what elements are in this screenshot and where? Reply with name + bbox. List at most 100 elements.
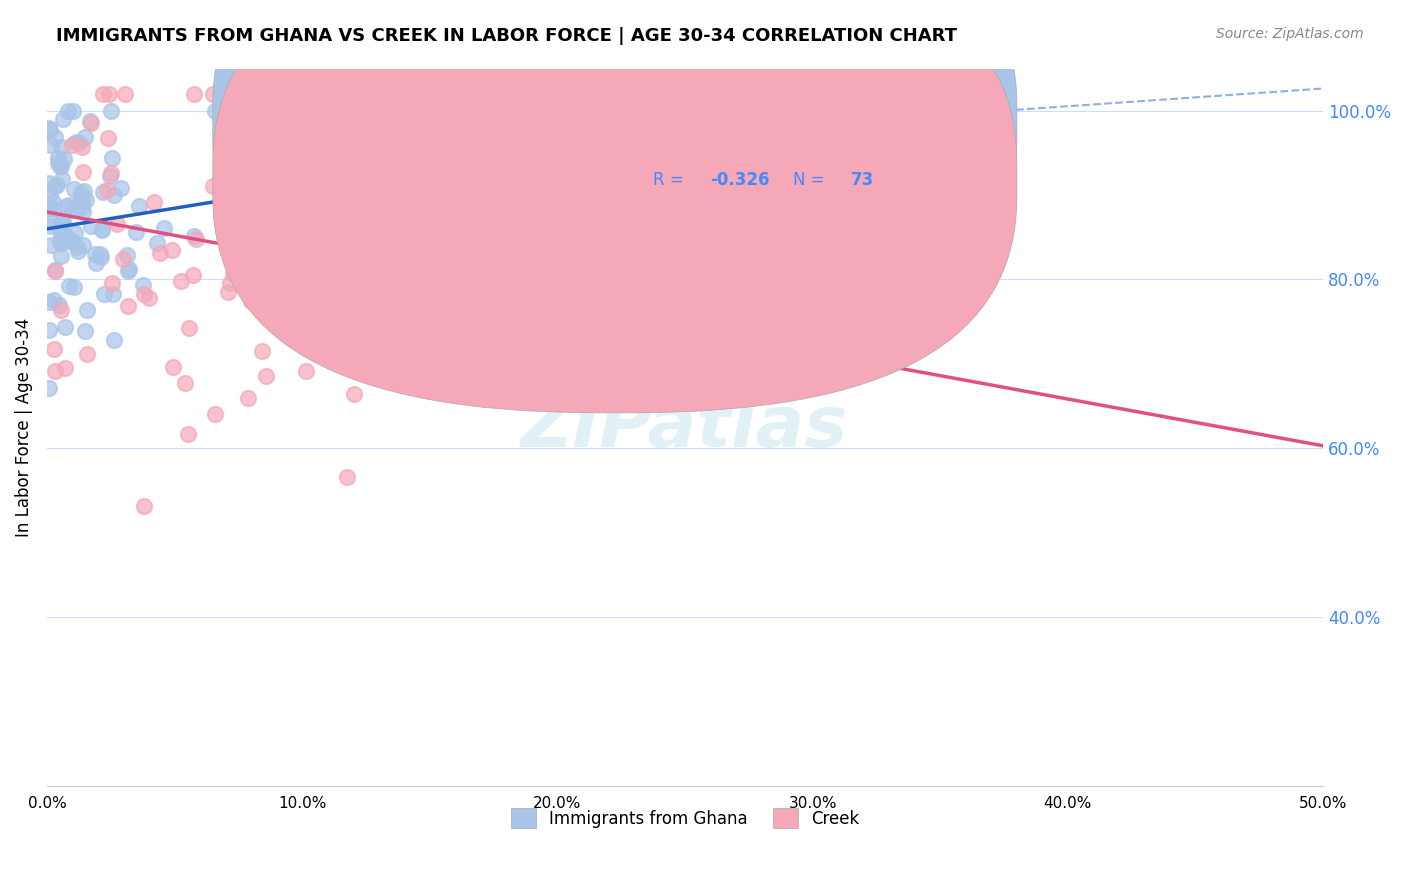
Point (250, 343, 273, 358)
Point (55, 320, 77, 334)
Point (489, 280, 512, 294)
Point (49, 226, 72, 240)
Y-axis label: In Labor Force | Age 30-34: In Labor Force | Age 30-34 (15, 318, 32, 537)
Point (239, 294, 262, 309)
Point (409, 184, 432, 198)
Point (67, 136, 90, 151)
Point (66, 240, 89, 254)
Point (48, 298, 70, 312)
Point (101, 151, 124, 165)
Text: 95: 95 (851, 113, 875, 131)
Text: Source: ZipAtlas.com: Source: ZipAtlas.com (1216, 27, 1364, 41)
Point (217, 285, 239, 300)
Point (55, 199, 77, 213)
Point (233, 166, 256, 180)
Point (44, 343, 66, 357)
Point (219, 276, 242, 290)
Point (49, 249, 72, 263)
Point (52, 234, 75, 248)
FancyBboxPatch shape (212, 0, 1017, 355)
Point (38, 176, 60, 190)
Point (63, 227, 86, 241)
Point (276, 176, 298, 190)
Point (381, 95, 404, 109)
Point (103, 333, 125, 347)
Point (44, 129, 66, 144)
Point (337, 248, 360, 262)
Point (101, 277, 124, 291)
Text: R =: R = (654, 170, 689, 189)
Point (202, 87, 225, 101)
Point (38, 295, 60, 310)
Point (52, 213, 75, 227)
Point (76, 303, 98, 318)
Point (423, 325, 446, 339)
Point (49, 302, 72, 317)
Point (183, 229, 205, 244)
Point (214, 158, 236, 172)
Point (259, 277, 281, 291)
Point (177, 321, 200, 335)
Point (73, 184, 96, 198)
Point (39, 238, 62, 252)
Point (38, 219, 60, 233)
Point (501, 225, 523, 239)
Point (49, 140, 72, 154)
Point (117, 264, 139, 278)
Point (70, 186, 93, 200)
Point (149, 246, 172, 260)
Point (51, 215, 73, 229)
Point (51, 227, 73, 241)
Point (52, 112, 75, 127)
Point (647, 368, 669, 382)
Point (138, 291, 160, 305)
Point (46, 156, 69, 170)
Point (93, 186, 115, 200)
Point (368, 241, 391, 255)
Point (49, 159, 72, 173)
Point (42, 202, 65, 216)
Point (79, 114, 101, 128)
Point (84, 256, 107, 270)
Point (70, 140, 93, 154)
Point (105, 218, 128, 232)
Point (53, 228, 76, 243)
Point (42, 180, 65, 194)
Point (38, 381, 60, 395)
Point (204, 407, 226, 421)
Point (162, 360, 184, 375)
Point (118, 262, 141, 277)
Point (254, 369, 277, 384)
Point (44, 263, 66, 277)
Point (75, 324, 97, 338)
Point (58, 103, 80, 118)
Point (128, 199, 150, 213)
Point (183, 87, 205, 101)
Point (83, 247, 105, 261)
Text: R =: R = (654, 113, 689, 131)
Point (103, 187, 125, 202)
Point (98, 87, 121, 101)
Point (60, 137, 83, 152)
Point (174, 376, 197, 391)
Point (319, 268, 342, 283)
Point (49, 235, 72, 250)
Point (134, 499, 156, 513)
Point (93, 287, 115, 301)
Point (125, 225, 148, 239)
Point (39, 186, 62, 201)
Point (91, 223, 114, 237)
Point (91, 87, 114, 101)
Point (38, 120, 60, 135)
Point (489, 117, 512, 131)
Point (45, 178, 67, 193)
Point (170, 274, 193, 288)
Point (392, 353, 415, 368)
Point (90, 222, 112, 236)
Point (101, 286, 124, 301)
Point (343, 214, 366, 228)
Point (42, 195, 65, 210)
Point (204, 103, 226, 118)
Point (114, 87, 136, 101)
Text: -0.326: -0.326 (710, 170, 770, 189)
